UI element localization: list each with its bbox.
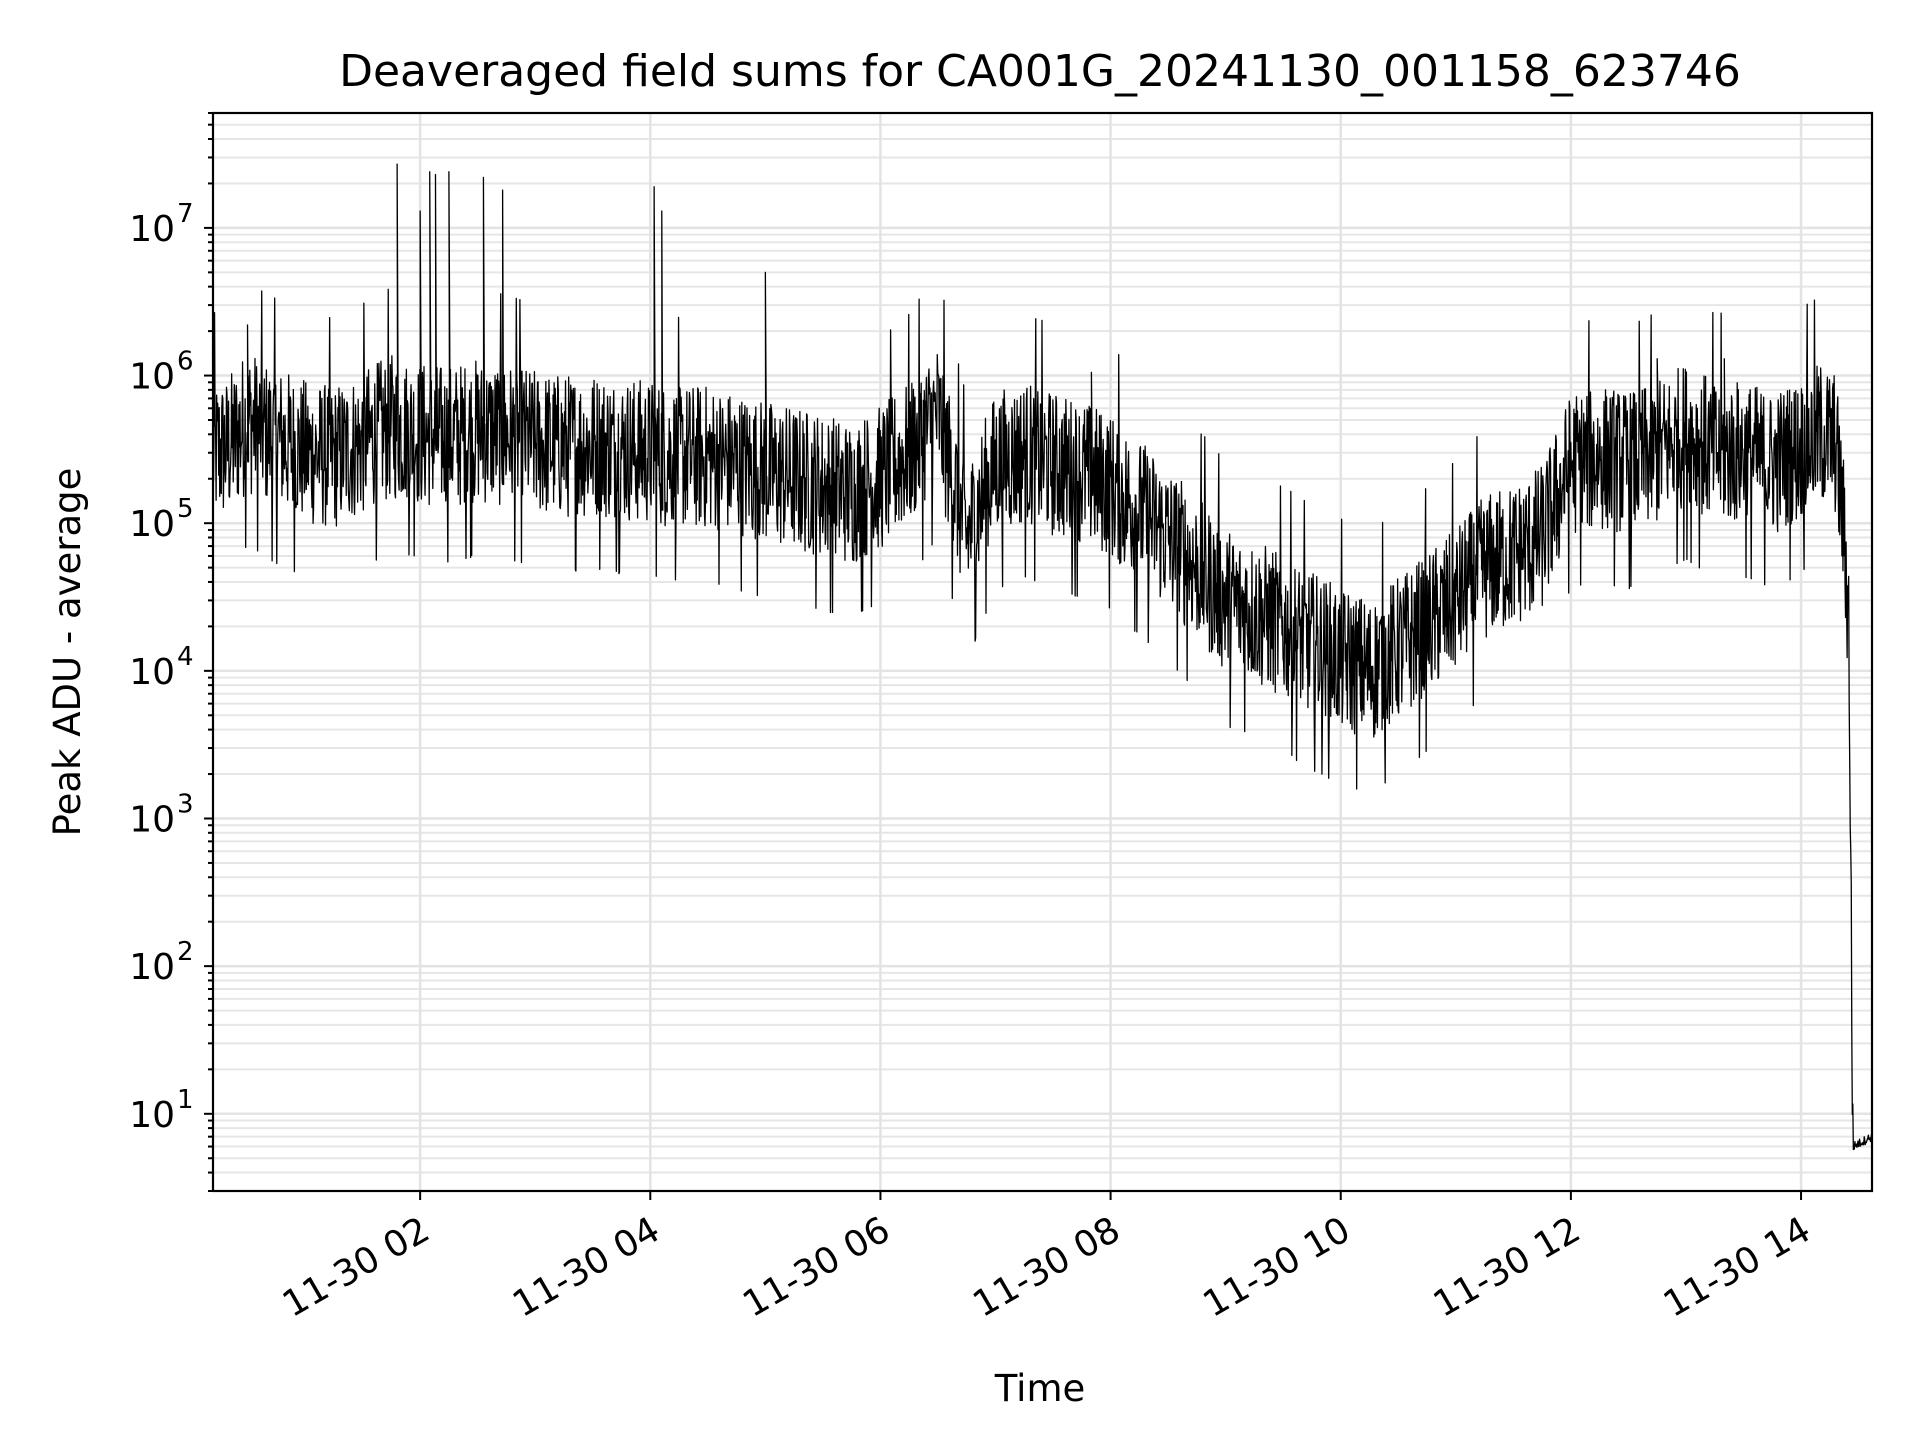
tick-marks <box>204 112 1803 1200</box>
series-line-0 <box>213 163 1872 1151</box>
major-gridlines <box>213 113 1872 1191</box>
plot-frame <box>211 111 1874 1193</box>
y-tick-exponent: 1 <box>177 1085 194 1115</box>
y-tick-exponent: 7 <box>177 199 194 229</box>
y-tick-exponent: 3 <box>177 789 194 819</box>
y-tick-exponent: 4 <box>177 642 194 672</box>
x-axis-label: Time <box>994 1367 1086 1410</box>
y-tick-label: 10 <box>129 652 175 693</box>
y-tick-label: 10 <box>129 209 175 250</box>
y-tick-label: 10 <box>129 1095 175 1136</box>
y-tick-exponent: 2 <box>177 937 194 967</box>
y-tick-exponent: 5 <box>177 494 194 524</box>
y-tick-exponent: 6 <box>177 347 194 377</box>
series-layer <box>213 163 1872 1151</box>
y-tick-label: 10 <box>129 799 175 840</box>
y-tick-label: 10 <box>129 947 175 988</box>
chart-title: Deaveraged field sums for CA001G_2024113… <box>339 46 1741 97</box>
y-tick-label: 10 <box>129 504 175 545</box>
y-axis-label: Peak ADU - average <box>46 468 89 837</box>
y-tick-label: 10 <box>129 357 175 398</box>
minor-gridlines <box>213 112 1872 1192</box>
